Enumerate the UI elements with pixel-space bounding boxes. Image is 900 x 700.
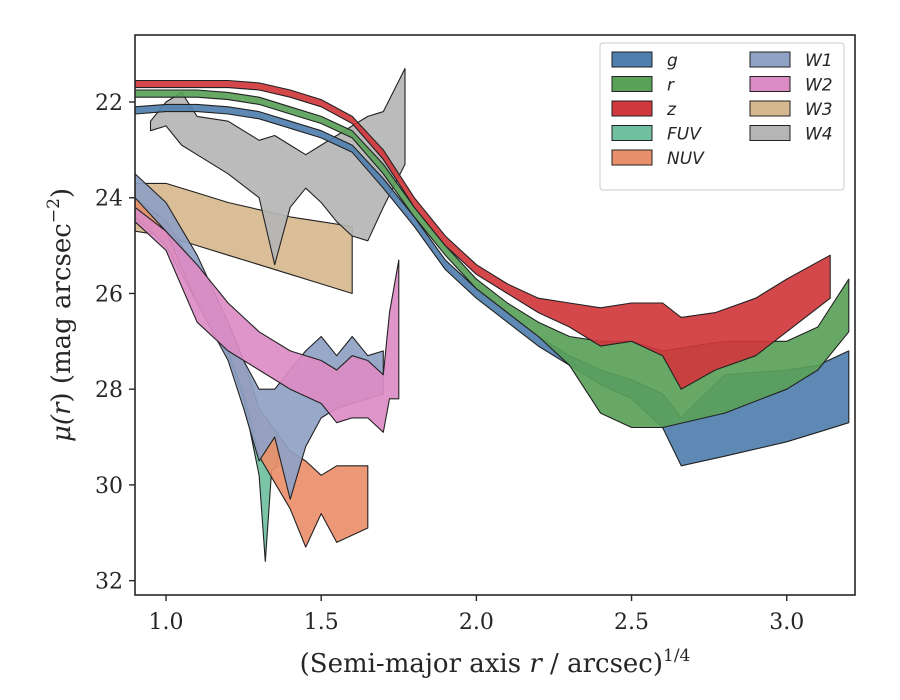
x-axis-ticks: 1.0 1.5 2.0 2.5 3.0 — [149, 595, 804, 635]
legend-label-w3: W3 — [805, 100, 833, 120]
legend: grz FUV NUV W1 W2 W3 W4 — [599, 42, 845, 191]
series-band-w2 — [135, 206, 400, 433]
y-tick-label: 24 — [95, 187, 123, 212]
legend-swatch-w2 — [749, 76, 791, 92]
series-band-r — [135, 89, 850, 429]
x-tick-label: 2.0 — [459, 610, 494, 635]
legend-label-fuv: FUV — [667, 125, 702, 145]
legend-label-w1: W1 — [805, 51, 833, 71]
y-tick-label: 22 — [95, 91, 123, 116]
y-tick-label: 26 — [95, 282, 123, 307]
legend-swatch-r — [611, 76, 653, 92]
y-axis-ticks: 22 24 26 28 30 32 — [95, 91, 135, 595]
legend-label-z: z — [666, 100, 677, 120]
plot-frame — [134, 34, 856, 596]
x-tick-label: 1.5 — [304, 610, 339, 635]
legend-label-r: r — [667, 76, 675, 96]
series-band-w4 — [149, 67, 406, 266]
series-band-g — [135, 103, 850, 467]
x-tick-label: 3.0 — [769, 610, 804, 635]
series-bands — [135, 67, 850, 563]
legend-swatch-nuv — [611, 149, 653, 166]
y-tick-label: 28 — [95, 378, 123, 403]
legend-swatch-g — [611, 51, 653, 68]
legend-swatch-w4 — [749, 125, 791, 141]
legend-label-w4: W4 — [805, 125, 833, 145]
legend-label-g: g — [667, 51, 678, 71]
legend-swatch-z — [611, 100, 653, 117]
legend-swatch-w1 — [749, 51, 791, 68]
x-axis-label: (Semi-major axis r / arcsec)1/4 — [300, 646, 691, 679]
legend-label-nuv: NUV — [667, 149, 705, 169]
x-tick-label: 2.5 — [614, 610, 649, 635]
legend-label-w2: W2 — [805, 76, 833, 96]
series-band-z — [135, 79, 831, 390]
legend-swatch-w3 — [749, 100, 791, 117]
legend-swatch-fuv — [611, 125, 653, 141]
y-tick-label: 32 — [95, 570, 123, 595]
x-tick-label: 1.0 — [149, 610, 184, 635]
y-axis-label: μ(r) (mag arcsec−2) — [44, 188, 77, 442]
y-tick-label: 30 — [95, 474, 123, 499]
